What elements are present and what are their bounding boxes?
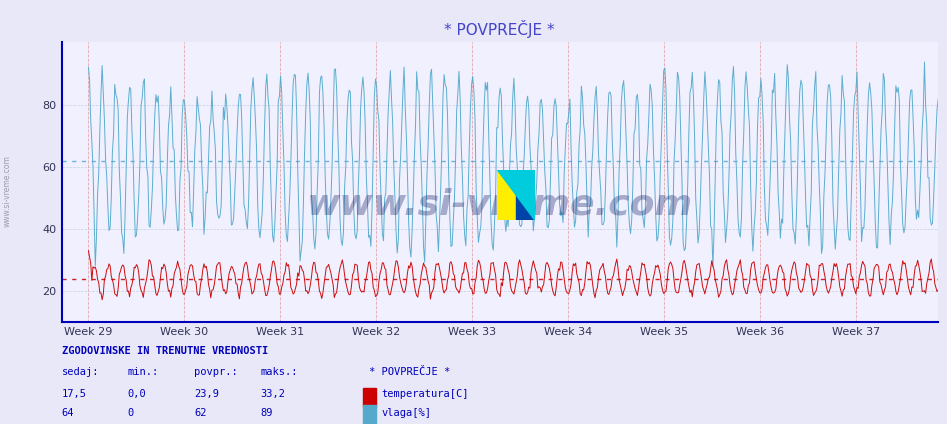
Text: 0: 0	[128, 408, 134, 418]
Text: 0,0: 0,0	[128, 389, 147, 399]
Text: 23,9: 23,9	[194, 389, 219, 399]
Text: 33,2: 33,2	[260, 389, 285, 399]
Text: min.:: min.:	[128, 367, 159, 377]
Text: www.si-vreme.com: www.si-vreme.com	[3, 155, 12, 227]
Text: temperatura[C]: temperatura[C]	[382, 389, 469, 399]
Bar	[497, 170, 516, 220]
Text: sedaj:: sedaj:	[62, 367, 99, 377]
Text: www.si-vreme.com: www.si-vreme.com	[307, 188, 692, 222]
Text: ZGODOVINSKE IN TRENUTNE VREDNOSTI: ZGODOVINSKE IN TRENUTNE VREDNOSTI	[62, 346, 268, 356]
Text: * POVPREČJE *: * POVPREČJE *	[369, 367, 451, 377]
Text: povpr.:: povpr.:	[194, 367, 238, 377]
Text: maks.:: maks.:	[260, 367, 298, 377]
Title: * POVPREČJE *: * POVPREČJE *	[444, 20, 555, 39]
Polygon shape	[497, 170, 535, 220]
Text: vlaga[%]: vlaga[%]	[382, 408, 432, 418]
Text: 17,5: 17,5	[62, 389, 86, 399]
Text: 89: 89	[260, 408, 273, 418]
Text: 64: 64	[62, 408, 74, 418]
Text: 62: 62	[194, 408, 206, 418]
Bar	[516, 170, 535, 220]
